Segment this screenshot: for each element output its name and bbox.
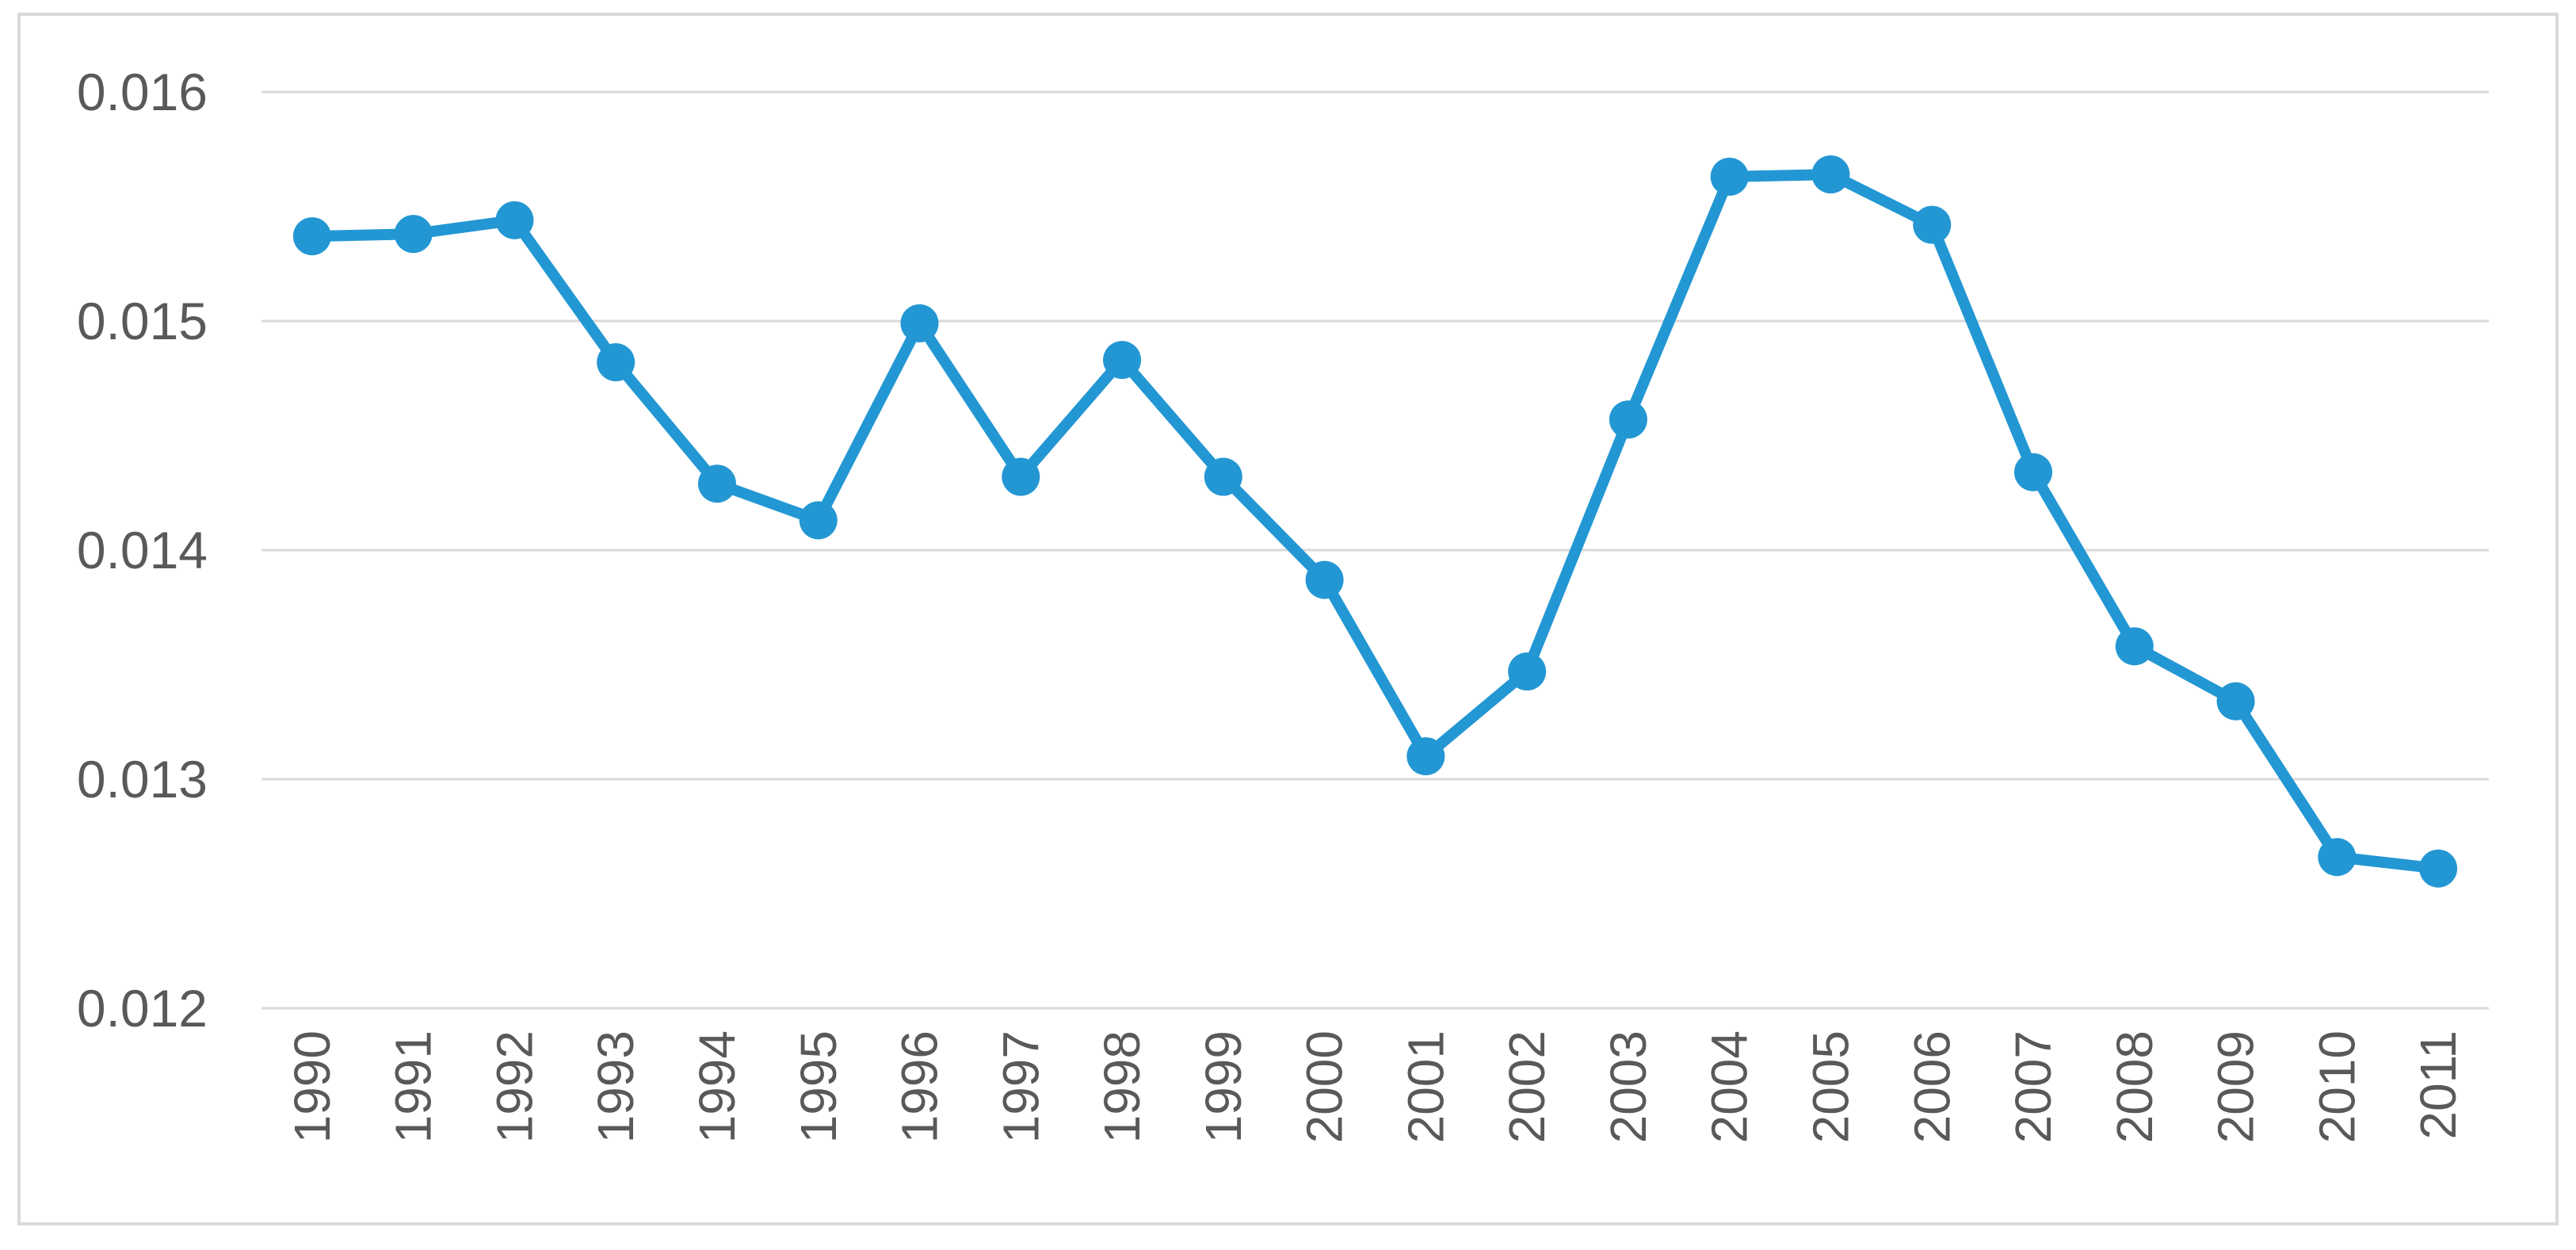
- x-tick-label: 1996: [891, 1030, 948, 1143]
- data-point-2005: [1811, 155, 1850, 194]
- data-point-1996: [900, 304, 939, 342]
- data-point-2007: [2014, 453, 2053, 491]
- x-tick-label: 2010: [2308, 1030, 2365, 1143]
- x-tick-label: 1992: [486, 1030, 543, 1143]
- chart-frame: [17, 13, 2559, 1225]
- data-point-2011: [2419, 849, 2458, 888]
- x-tick-label: 2001: [1397, 1030, 1454, 1143]
- data-point-2003: [1609, 400, 1647, 439]
- data-point-2004: [1710, 157, 1749, 196]
- x-tick-label: 2006: [1903, 1030, 1960, 1143]
- data-point-1999: [1204, 457, 1242, 496]
- x-tick-label: 1994: [689, 1030, 746, 1143]
- x-tick-label: 1993: [587, 1030, 644, 1143]
- x-tick-label: 2003: [1600, 1030, 1657, 1143]
- data-point-1990: [292, 217, 331, 256]
- x-tick-label: 1999: [1195, 1030, 1252, 1143]
- x-tick-label: 2008: [2106, 1030, 2163, 1143]
- data-point-1998: [1103, 341, 1142, 380]
- data-point-1994: [697, 464, 736, 503]
- data-point-1992: [495, 201, 534, 239]
- y-tick-label: 0.013: [77, 750, 208, 808]
- y-tick-label: 0.016: [77, 63, 208, 121]
- data-point-1991: [394, 215, 433, 254]
- series-line: [306, 169, 2444, 874]
- y-tick-label: 0.012: [77, 979, 208, 1038]
- data-point-1995: [799, 501, 838, 540]
- data-point-1997: [1002, 457, 1040, 496]
- x-tick-label: 1995: [790, 1030, 847, 1143]
- x-tick-label: 2004: [1701, 1030, 1758, 1143]
- data-point-2010: [2318, 838, 2357, 877]
- data-point-2008: [2115, 627, 2154, 666]
- data-point-1993: [597, 343, 635, 382]
- x-tick-label: 2005: [1802, 1030, 1859, 1143]
- x-tick-label: 2011: [2410, 1030, 2467, 1140]
- y-tick-label: 0.014: [77, 521, 208, 579]
- x-tick-label: 1997: [992, 1030, 1049, 1143]
- x-tick-label: 1991: [385, 1030, 442, 1143]
- data-point-2009: [2216, 682, 2255, 721]
- y-tick-label: 0.015: [77, 292, 208, 350]
- data-point-2006: [1913, 205, 1952, 244]
- x-tick-label: 1990: [284, 1030, 341, 1143]
- x-tick-label: 1998: [1093, 1030, 1151, 1143]
- data-point-2002: [1508, 652, 1547, 691]
- data-point-2000: [1305, 560, 1344, 599]
- data-point-2001: [1406, 737, 1445, 776]
- x-tick-label: 2009: [2208, 1030, 2265, 1143]
- x-tick-label: 2000: [1296, 1030, 1353, 1143]
- x-tick-label: 2002: [1498, 1030, 1555, 1143]
- x-tick-label: 2007: [2005, 1030, 2062, 1143]
